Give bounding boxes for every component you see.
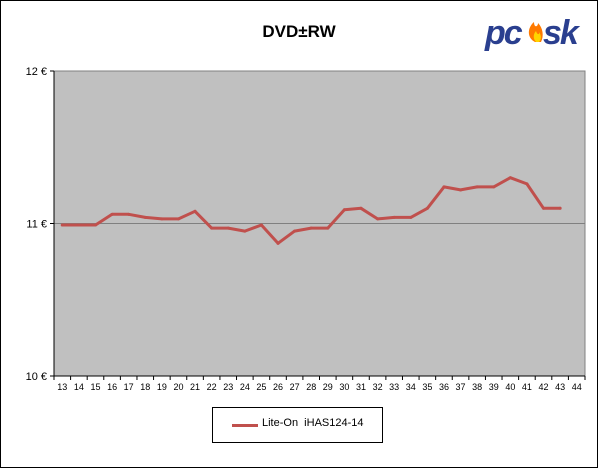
data-point xyxy=(359,206,363,210)
x-tick-label: 40 xyxy=(505,382,515,392)
data-point xyxy=(542,206,546,210)
data-point xyxy=(326,226,330,230)
x-tick-label: 43 xyxy=(555,382,565,392)
x-tick-label: 31 xyxy=(356,382,366,392)
data-point xyxy=(243,229,247,233)
x-tick-label: 16 xyxy=(107,382,117,392)
data-point xyxy=(193,209,197,213)
chart-title: DVD±RW xyxy=(262,22,336,41)
x-tick-label: 41 xyxy=(522,382,532,392)
data-point xyxy=(293,229,297,233)
data-point xyxy=(259,223,263,227)
data-point xyxy=(276,241,280,245)
legend-label: Lite-On iHAS124-14 xyxy=(262,417,364,429)
data-point xyxy=(508,176,512,180)
x-tick-label: 21 xyxy=(190,382,200,392)
svg-text:sk: sk xyxy=(543,14,581,52)
x-tick-label: 15 xyxy=(90,382,100,392)
chart-legend: Lite-On iHAS124-14 xyxy=(212,407,383,443)
data-point xyxy=(210,226,214,230)
data-point xyxy=(143,215,147,219)
x-tick-label: 33 xyxy=(389,382,399,392)
data-point xyxy=(459,188,463,192)
x-tick-label: 30 xyxy=(339,382,349,392)
data-point xyxy=(492,185,496,189)
x-tick-label: 24 xyxy=(240,382,250,392)
x-tick-label: 36 xyxy=(439,382,449,392)
x-tick-label: 42 xyxy=(539,382,549,392)
x-tick-label: 26 xyxy=(273,382,283,392)
x-tick-label: 20 xyxy=(173,382,183,392)
x-tick-label: 19 xyxy=(157,382,167,392)
x-tick-label: 34 xyxy=(406,382,416,392)
x-tick-label: 27 xyxy=(290,382,300,392)
data-point xyxy=(160,217,164,221)
x-tick-label: 23 xyxy=(223,382,233,392)
data-point xyxy=(77,223,81,227)
x-tick-label: 44 xyxy=(572,382,582,392)
data-point xyxy=(127,212,131,216)
data-point xyxy=(442,185,446,189)
x-tick-label: 29 xyxy=(323,382,333,392)
x-tick-label: 13 xyxy=(57,382,67,392)
x-tick-label: 25 xyxy=(256,382,266,392)
data-point xyxy=(425,206,429,210)
x-tick-label: 17 xyxy=(124,382,134,392)
data-point xyxy=(392,215,396,219)
x-tick-label: 39 xyxy=(489,382,499,392)
data-point xyxy=(93,223,97,227)
data-point xyxy=(342,208,346,212)
data-point xyxy=(475,185,479,189)
pcusk-logo: pc sk xyxy=(484,14,583,52)
data-point xyxy=(525,182,529,186)
data-point xyxy=(226,226,230,230)
x-tick-label: 22 xyxy=(207,382,217,392)
x-tick-label: 28 xyxy=(306,382,316,392)
legend-swatch xyxy=(232,424,258,427)
data-point xyxy=(60,223,64,227)
data-point xyxy=(176,217,180,221)
data-point xyxy=(409,215,413,219)
data-point xyxy=(110,212,114,216)
data-point xyxy=(309,226,313,230)
x-tick-label: 18 xyxy=(140,382,150,392)
x-tick-label: 38 xyxy=(472,382,482,392)
y-tick-label: 12 € xyxy=(26,66,47,78)
x-tick-label: 14 xyxy=(74,382,84,392)
svg-text:pc: pc xyxy=(484,14,523,52)
data-point xyxy=(376,217,380,221)
y-tick-label: 11 € xyxy=(26,219,47,231)
x-tick-label: 37 xyxy=(456,382,466,392)
y-tick-label: 10 € xyxy=(26,371,47,383)
x-tick-label: 32 xyxy=(373,382,383,392)
data-point xyxy=(558,206,562,210)
x-tick-label: 35 xyxy=(422,382,432,392)
